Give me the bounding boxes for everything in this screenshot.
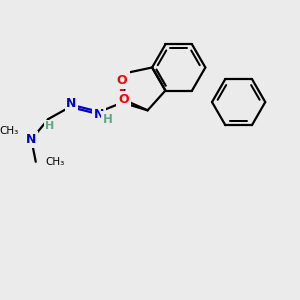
Text: O: O (118, 93, 129, 106)
Text: O: O (117, 74, 128, 86)
Text: N: N (94, 108, 104, 121)
Text: N: N (66, 97, 77, 110)
Text: H: H (45, 122, 54, 131)
Text: CH₃: CH₃ (45, 157, 64, 167)
Text: N: N (26, 133, 37, 146)
Text: CH₃: CH₃ (0, 126, 18, 136)
Text: H: H (103, 113, 112, 126)
